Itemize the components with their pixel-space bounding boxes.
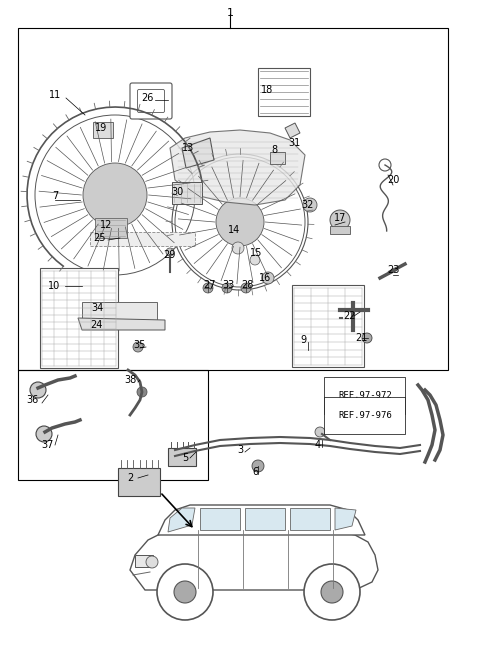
Circle shape [157, 564, 213, 620]
Text: REF.97-976: REF.97-976 [338, 411, 392, 420]
Text: 28: 28 [241, 280, 253, 290]
Circle shape [330, 210, 350, 230]
Text: 34: 34 [91, 303, 103, 313]
Text: REF.97-972: REF.97-972 [338, 391, 392, 400]
Polygon shape [130, 530, 378, 590]
Polygon shape [290, 508, 330, 530]
Text: 21: 21 [355, 333, 367, 343]
Polygon shape [335, 508, 356, 530]
Circle shape [174, 581, 196, 603]
Text: 27: 27 [204, 280, 216, 290]
Text: 9: 9 [300, 335, 306, 345]
Text: 1: 1 [227, 8, 233, 18]
Polygon shape [245, 508, 285, 530]
Text: 11: 11 [49, 90, 61, 100]
Text: 16: 16 [259, 273, 271, 283]
Text: 18: 18 [261, 85, 273, 95]
Text: 3: 3 [237, 445, 243, 455]
Circle shape [146, 556, 158, 568]
FancyBboxPatch shape [130, 83, 172, 119]
Text: 20: 20 [387, 175, 399, 185]
Text: 2: 2 [127, 473, 133, 483]
Bar [18, 28, 448, 370]
Bar [18, 370, 208, 480]
Circle shape [304, 564, 360, 620]
Polygon shape [182, 138, 214, 168]
Circle shape [166, 248, 174, 256]
Text: 5: 5 [182, 453, 188, 463]
Bar [118, 468, 160, 496]
Circle shape [203, 283, 213, 293]
Text: 6: 6 [252, 467, 258, 477]
Text: 14: 14 [228, 225, 240, 235]
Text: 30: 30 [171, 187, 183, 197]
Text: 37: 37 [41, 440, 53, 450]
Text: 19: 19 [95, 123, 107, 133]
Bar [330, 226, 350, 234]
Text: 31: 31 [288, 138, 300, 148]
Text: 24: 24 [90, 320, 102, 330]
Circle shape [232, 242, 244, 254]
Circle shape [222, 283, 232, 293]
Polygon shape [200, 508, 240, 530]
Bar [90, 232, 195, 246]
Bar [40, 268, 118, 368]
Text: 13: 13 [182, 143, 194, 153]
Circle shape [315, 427, 325, 437]
Polygon shape [170, 130, 305, 205]
Text: 26: 26 [141, 93, 153, 103]
Circle shape [241, 283, 251, 293]
Circle shape [303, 198, 317, 212]
Circle shape [321, 581, 343, 603]
Bar [270, 152, 285, 164]
Text: 36: 36 [26, 395, 38, 405]
Text: 10: 10 [48, 281, 60, 291]
Polygon shape [168, 508, 195, 532]
Text: 38: 38 [124, 375, 136, 385]
Circle shape [137, 387, 147, 397]
Circle shape [252, 460, 264, 472]
Bar [292, 285, 364, 367]
Text: 4: 4 [315, 440, 321, 450]
Text: 23: 23 [387, 265, 399, 275]
Circle shape [133, 342, 143, 352]
Text: 7: 7 [52, 191, 58, 201]
Text: 12: 12 [100, 220, 112, 230]
Text: 35: 35 [134, 340, 146, 350]
Text: 22: 22 [344, 311, 356, 321]
Polygon shape [158, 505, 365, 535]
Bar [172, 182, 202, 204]
Bar [82, 302, 157, 320]
Bar [93, 122, 113, 138]
Circle shape [362, 333, 372, 343]
Text: 32: 32 [302, 200, 314, 210]
Polygon shape [78, 318, 165, 330]
Bar [135, 555, 153, 567]
Bar [258, 68, 310, 116]
Circle shape [262, 272, 274, 284]
Text: 17: 17 [334, 213, 346, 223]
Text: 8: 8 [271, 145, 277, 155]
Circle shape [30, 382, 46, 398]
Bar [168, 448, 196, 466]
Circle shape [216, 198, 264, 246]
Text: 29: 29 [163, 250, 175, 260]
Text: 15: 15 [250, 248, 262, 258]
Circle shape [250, 255, 260, 265]
Text: 25: 25 [94, 233, 106, 243]
Polygon shape [285, 123, 300, 138]
Circle shape [36, 426, 52, 442]
Text: 33: 33 [222, 280, 234, 290]
Bar [95, 218, 127, 238]
Circle shape [83, 163, 147, 227]
